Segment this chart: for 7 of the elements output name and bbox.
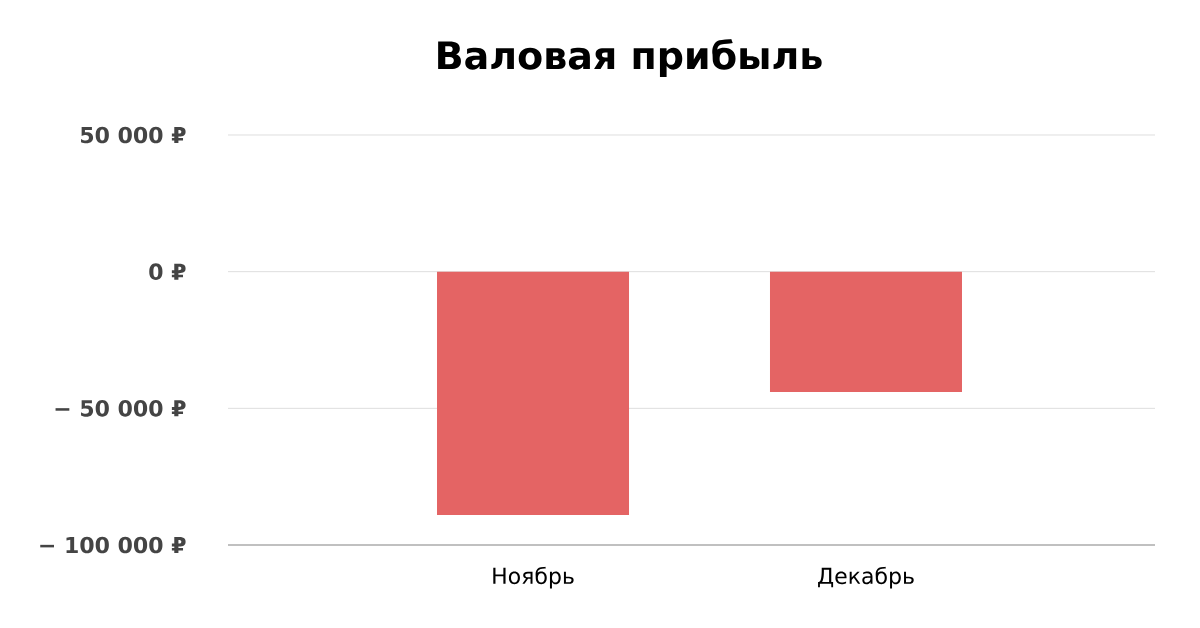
x-tick-label: Декабрь	[818, 566, 914, 589]
y-tick-label: − 50 000 ₽	[55, 400, 186, 417]
x-tick-label: Ноябрь	[493, 566, 574, 589]
y-tick-label: 50 000 ₽	[81, 126, 186, 144]
y-tick-label: − 100 000 ₽	[40, 536, 186, 554]
y-tick-label: 0 ₽	[149, 263, 186, 280]
chart-title: Валовая прибыль	[438, 38, 822, 77]
